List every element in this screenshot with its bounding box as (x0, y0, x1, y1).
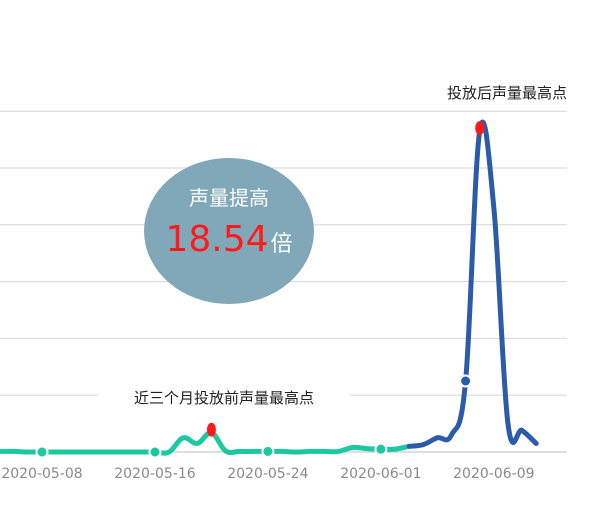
x-tick-label: 2020-05-08 (1, 466, 82, 482)
peak-marker-1 (206, 422, 216, 437)
badge-ellipse (144, 158, 314, 304)
badge: 声量提高 18.54倍 (144, 158, 314, 304)
annotation-post-peak-label: 投放后声量最高点 (447, 84, 567, 102)
x-axis-ticks: 2020-05-08 2020-05-16 2020-05-24 2020-06-01… (1, 466, 534, 482)
x-tick-label: 2020-06-01 (340, 466, 421, 482)
badge-title: 声量提高 (189, 186, 269, 210)
x-tick-label: 2020-05-24 (227, 466, 308, 482)
data-point (459, 374, 473, 388)
series-line-1 (0, 430, 412, 456)
annotation-pre-peak-label: 近三个月投放前声量最高点 (134, 389, 314, 407)
data-point (261, 444, 275, 458)
peak-marker-2 (475, 121, 485, 136)
annotation-post-peak: 投放后声量最高点 (447, 84, 567, 102)
badge-unit: 倍 (271, 232, 293, 257)
annotation-pre-peak-bg (98, 381, 350, 411)
series-lines (0, 119, 539, 456)
data-point (35, 445, 49, 459)
annotation-pre-peak: 近三个月投放前声量最高点 (98, 381, 350, 411)
badge-value: 18.54 (165, 219, 268, 260)
data-point (374, 442, 388, 456)
x-tick-label: 2020-05-16 (114, 466, 195, 482)
series-line-2 (406, 119, 539, 449)
data-point (148, 445, 162, 459)
data-markers (35, 121, 485, 459)
x-tick-label: 2020-06-09 (453, 466, 534, 482)
badge-value-line: 18.54倍 (165, 219, 292, 260)
